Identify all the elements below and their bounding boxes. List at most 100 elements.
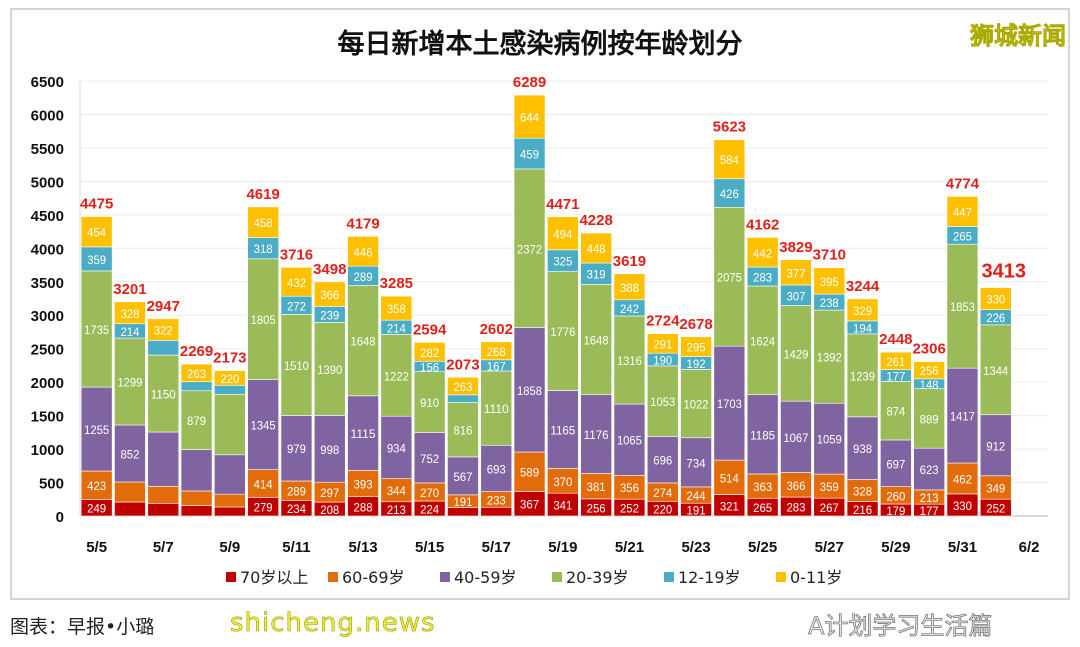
segment-label: 979 (287, 442, 306, 456)
segment-label: 1185 (750, 428, 775, 442)
total-label: 4179 (346, 215, 379, 232)
total-label: 2724 (646, 313, 680, 330)
segment-label: 395 (820, 275, 839, 289)
total-label: 2448 (879, 331, 912, 348)
segment-label: 328 (120, 307, 139, 321)
total-label: 3716 (280, 246, 313, 263)
segment-label: 233 (487, 493, 506, 507)
segment-label: 1417 (950, 410, 975, 424)
segment-label: 1344 (983, 364, 1008, 378)
x-tick-label: 5/5 (86, 539, 107, 556)
y-tick-label: 1000 (31, 442, 64, 459)
bar-segment (247, 206, 279, 238)
y-tick-label: 0 (56, 509, 64, 526)
segment-label: 214 (387, 321, 406, 335)
segment-label: 322 (154, 324, 173, 338)
y-tick-label: 3500 (31, 275, 64, 292)
bar-segment (613, 403, 646, 476)
wechat-watermark: A计划学习生活篇 (808, 612, 993, 641)
x-tick-label: 5/15 (415, 539, 444, 556)
total-label: 2594 (413, 321, 447, 338)
segment-label: 318 (254, 242, 273, 256)
segment-label: 344 (387, 484, 406, 498)
bar-segment (913, 361, 945, 380)
bar-segment (114, 501, 146, 517)
bar-segment (780, 400, 812, 473)
segment-label: 446 (354, 245, 373, 259)
segment-label: 191 (687, 504, 706, 518)
legend-swatch (776, 572, 786, 582)
segment-label: 226 (986, 311, 1005, 325)
bar-segment (846, 333, 879, 418)
segment-label: 238 (820, 296, 839, 310)
segment-label: 265 (753, 501, 772, 515)
total-label: 2947 (147, 298, 180, 315)
segment-label: 912 (986, 439, 1005, 453)
legend-swatch (664, 572, 674, 582)
bar-segment (480, 444, 513, 492)
segment-label: 998 (320, 443, 339, 457)
segment-label: 1165 (550, 423, 575, 437)
segment-label: 288 (354, 500, 373, 514)
bar-segment (447, 394, 479, 403)
bar-segment (313, 281, 346, 307)
bar-segment (746, 237, 779, 268)
segment-label: 1624 (750, 334, 775, 348)
segment-label: 734 (687, 456, 706, 470)
segment-label: 889 (920, 412, 939, 426)
segment-label: 252 (986, 502, 1005, 516)
bar-segment (713, 206, 746, 347)
segment-label: 1776 (550, 325, 575, 339)
segment-label: 363 (753, 480, 772, 494)
bar-segment (680, 369, 712, 439)
x-tick-label: 5/7 (153, 539, 174, 556)
segment-label: 623 (920, 463, 939, 477)
legend-swatch (552, 572, 562, 582)
x-tick-label: 5/27 (815, 539, 844, 556)
segment-label: 1510 (284, 359, 309, 373)
total-label: 2306 (912, 341, 945, 358)
total-label: 4471 (546, 196, 579, 213)
y-tick-label: 6000 (31, 107, 64, 124)
x-tick-label: 6/2 (1019, 539, 1040, 556)
segment-label: 268 (487, 345, 506, 359)
segment-label: 295 (687, 341, 706, 355)
x-tick-label: 5/13 (348, 539, 377, 556)
legend-label: 12-19岁 (678, 568, 741, 587)
segment-label: 1176 (584, 428, 609, 442)
bar-segment (147, 340, 180, 356)
segment-label: 279 (254, 501, 273, 515)
total-label: 3710 (813, 247, 846, 264)
bar-segment (946, 196, 979, 227)
segment-label: 910 (420, 396, 439, 410)
segment-label: 1059 (817, 433, 842, 447)
segment-label: 432 (287, 276, 306, 290)
legend-label: 70岁以上 (240, 568, 308, 587)
bar-segment (80, 470, 113, 500)
bar-segment (846, 298, 879, 322)
bar-segment (247, 258, 279, 380)
bar-segment (613, 315, 646, 405)
segment-label: 167 (487, 359, 506, 373)
x-tick-label: 5/25 (748, 539, 777, 556)
segment-label: 442 (753, 246, 772, 260)
source-credit: 图表：早报•小璐 (10, 616, 155, 638)
segment-label: 1053 (650, 395, 675, 409)
legend-label: 0-11岁 (790, 568, 842, 587)
bar-segment (580, 394, 612, 474)
y-tick-label: 500 (39, 476, 64, 493)
bar-segment (380, 334, 413, 417)
bar-segment (214, 506, 246, 517)
segment-label: 2372 (517, 242, 542, 256)
y-tick-label: 2500 (31, 342, 64, 359)
segment-label: 261 (886, 355, 905, 369)
segment-label: 325 (553, 255, 572, 269)
segment-label: 272 (287, 299, 306, 313)
segment-label: 249 (87, 502, 106, 516)
segment-label: 148 (920, 378, 939, 392)
bar-segment (447, 376, 479, 396)
total-label: 4162 (746, 216, 779, 233)
segment-label: 879 (187, 414, 206, 428)
segment-label: 1022 (684, 398, 709, 412)
bar-segment (646, 436, 679, 484)
